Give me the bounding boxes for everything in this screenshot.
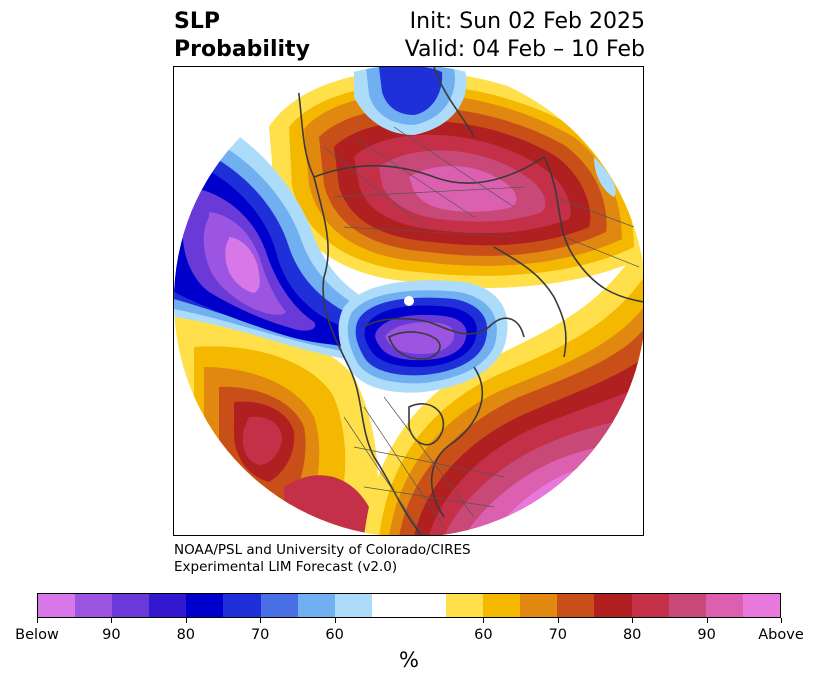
colorbar-tick-mark bbox=[334, 618, 336, 623]
above-region-eurasia bbox=[269, 70, 643, 288]
colorbar-swatch bbox=[594, 594, 632, 617]
map-title: SLP Probability bbox=[174, 8, 310, 64]
colorbar-tick-mark bbox=[632, 618, 634, 623]
colorbar-tick-label: 90 bbox=[697, 627, 716, 643]
credit-text: NOAA/PSL and University of Colorado/CIRE… bbox=[174, 542, 471, 576]
polar-map bbox=[173, 66, 644, 536]
colorbar-tick-label: 60 bbox=[325, 627, 344, 643]
below-region-pacific bbox=[174, 107, 474, 364]
colorbar-swatch bbox=[260, 594, 298, 617]
below-region-north bbox=[354, 67, 616, 197]
colorbar-swatch bbox=[297, 594, 335, 617]
colorbar-swatch bbox=[223, 594, 261, 617]
colorbar-tick-label: Above bbox=[758, 627, 804, 643]
title-line-2: Probability bbox=[174, 37, 310, 62]
colorbar-swatch bbox=[371, 594, 409, 617]
colorbar-swatch bbox=[483, 594, 521, 617]
colorbar bbox=[37, 593, 781, 618]
colorbar-swatch bbox=[334, 594, 372, 617]
colorbar-tick-mark bbox=[483, 618, 485, 623]
colorbar-tick-mark bbox=[37, 618, 38, 623]
colorbar-swatch bbox=[112, 594, 150, 617]
colorbar-tick-label: 70 bbox=[250, 627, 270, 643]
colorbar-swatch bbox=[742, 594, 780, 617]
colorbar-swatch bbox=[705, 594, 743, 617]
title-line-1: SLP bbox=[174, 9, 220, 34]
colorbar-unit: % bbox=[399, 648, 419, 672]
colorbar-swatch bbox=[75, 594, 113, 617]
political-borders bbox=[323, 126, 640, 535]
colorbar-tick-label: 70 bbox=[548, 627, 568, 643]
colorbar-tick-mark bbox=[557, 618, 559, 623]
colorbar-swatch bbox=[520, 594, 558, 617]
credit-line-2: Experimental LIM Forecast (v2.0) bbox=[174, 559, 398, 575]
colorbar-tick-label: 90 bbox=[102, 627, 121, 643]
colorbar-swatch bbox=[557, 594, 595, 617]
colorbar-tick-mark bbox=[111, 618, 113, 623]
colorbar-swatch bbox=[38, 594, 76, 617]
colorbar-swatch bbox=[149, 594, 187, 617]
credit-line-1: NOAA/PSL and University of Colorado/CIRE… bbox=[174, 542, 471, 558]
north-pole-marker bbox=[404, 296, 414, 306]
colorbar-tick-mark bbox=[781, 618, 782, 623]
forecast-dates: Init: Sun 02 Feb 2025 Valid: 04 Feb – 10… bbox=[405, 8, 645, 64]
colorbar-tick-label: Below bbox=[15, 627, 59, 643]
colorbar-swatch bbox=[668, 594, 706, 617]
map-svg bbox=[174, 67, 643, 535]
colorbar-tick-label: 80 bbox=[622, 627, 642, 643]
below-region-arctic bbox=[338, 280, 508, 393]
colorbar-tick-mark bbox=[706, 618, 708, 623]
colorbar-swatch bbox=[408, 594, 447, 617]
colorbar-swatch bbox=[186, 594, 224, 617]
valid-range: Valid: 04 Feb – 10 Feb bbox=[404, 37, 645, 62]
colorbar-swatch bbox=[446, 594, 484, 617]
colorbar-tick-label: 80 bbox=[176, 627, 196, 643]
colorbar-tick-mark bbox=[260, 618, 262, 623]
colorbar-tick-label: 60 bbox=[474, 627, 493, 643]
colorbar-swatch bbox=[631, 594, 669, 617]
colorbar-tick-mark bbox=[185, 618, 187, 623]
init-date: Init: Sun 02 Feb 2025 bbox=[409, 9, 645, 34]
